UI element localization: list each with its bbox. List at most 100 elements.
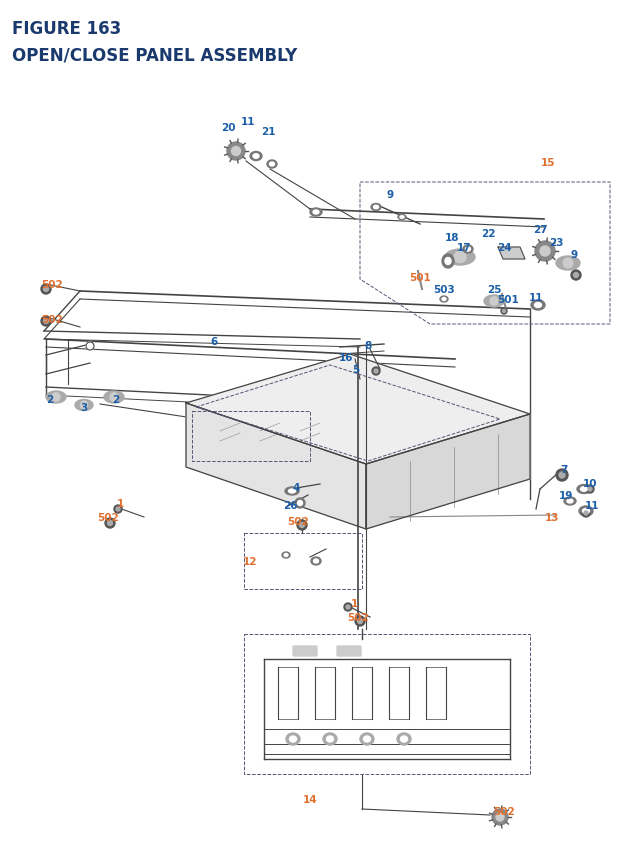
Circle shape bbox=[502, 310, 506, 313]
Ellipse shape bbox=[284, 554, 288, 557]
Ellipse shape bbox=[577, 485, 591, 494]
Ellipse shape bbox=[313, 211, 319, 214]
Text: 19: 19 bbox=[559, 491, 573, 500]
Ellipse shape bbox=[46, 392, 66, 404]
Ellipse shape bbox=[282, 553, 290, 558]
Ellipse shape bbox=[490, 297, 498, 306]
Text: 502: 502 bbox=[347, 612, 369, 623]
Circle shape bbox=[44, 319, 49, 324]
Text: 26: 26 bbox=[283, 500, 297, 511]
Ellipse shape bbox=[440, 297, 448, 303]
Ellipse shape bbox=[579, 506, 593, 517]
Ellipse shape bbox=[269, 163, 275, 167]
Text: 15: 15 bbox=[541, 158, 556, 168]
Ellipse shape bbox=[310, 208, 322, 217]
Ellipse shape bbox=[567, 499, 573, 504]
Ellipse shape bbox=[397, 734, 411, 745]
Text: 23: 23 bbox=[548, 238, 563, 248]
Text: 501: 501 bbox=[409, 273, 431, 282]
Ellipse shape bbox=[253, 155, 259, 159]
Text: 501: 501 bbox=[497, 294, 519, 305]
Text: 27: 27 bbox=[532, 225, 547, 235]
Ellipse shape bbox=[445, 250, 475, 266]
Text: OPEN/CLOSE PANEL ASSEMBLY: OPEN/CLOSE PANEL ASSEMBLY bbox=[12, 46, 297, 64]
Text: 502: 502 bbox=[493, 806, 515, 816]
Text: 7: 7 bbox=[560, 464, 568, 474]
Ellipse shape bbox=[398, 215, 406, 220]
Text: 3: 3 bbox=[81, 403, 88, 412]
Ellipse shape bbox=[534, 303, 541, 308]
Ellipse shape bbox=[289, 736, 296, 742]
Circle shape bbox=[492, 809, 508, 825]
Ellipse shape bbox=[250, 152, 262, 161]
Circle shape bbox=[300, 523, 305, 528]
Ellipse shape bbox=[401, 736, 408, 742]
Ellipse shape bbox=[531, 300, 545, 311]
Ellipse shape bbox=[442, 298, 446, 301]
Circle shape bbox=[108, 521, 113, 526]
Text: 18: 18 bbox=[445, 232, 460, 243]
Polygon shape bbox=[186, 355, 530, 464]
Circle shape bbox=[116, 507, 120, 511]
Circle shape bbox=[344, 604, 352, 611]
Circle shape bbox=[372, 368, 380, 375]
Circle shape bbox=[41, 285, 51, 294]
Circle shape bbox=[374, 369, 378, 374]
Circle shape bbox=[559, 473, 565, 479]
Ellipse shape bbox=[400, 216, 404, 219]
Circle shape bbox=[540, 247, 550, 257]
Circle shape bbox=[584, 511, 588, 516]
Ellipse shape bbox=[289, 489, 296, 493]
Circle shape bbox=[588, 487, 592, 492]
FancyBboxPatch shape bbox=[293, 647, 317, 656]
Text: 11: 11 bbox=[241, 117, 255, 127]
Text: 21: 21 bbox=[260, 127, 275, 137]
Circle shape bbox=[232, 147, 241, 157]
Ellipse shape bbox=[463, 245, 473, 254]
Ellipse shape bbox=[314, 560, 319, 563]
Text: 4: 4 bbox=[292, 482, 300, 492]
Polygon shape bbox=[366, 414, 530, 530]
Text: 25: 25 bbox=[487, 285, 501, 294]
Ellipse shape bbox=[564, 498, 576, 505]
Ellipse shape bbox=[326, 736, 333, 742]
Circle shape bbox=[227, 143, 245, 161]
Ellipse shape bbox=[104, 392, 124, 404]
Circle shape bbox=[346, 605, 350, 610]
Circle shape bbox=[535, 242, 555, 262]
Text: 8: 8 bbox=[364, 341, 372, 350]
Text: 502: 502 bbox=[287, 517, 309, 526]
Text: 502: 502 bbox=[41, 314, 63, 325]
Circle shape bbox=[105, 518, 115, 529]
Text: 24: 24 bbox=[497, 243, 511, 253]
Ellipse shape bbox=[445, 258, 451, 265]
Text: 17: 17 bbox=[457, 243, 471, 253]
Ellipse shape bbox=[556, 257, 580, 270]
Ellipse shape bbox=[364, 736, 371, 742]
Circle shape bbox=[573, 273, 579, 278]
Ellipse shape bbox=[81, 402, 88, 409]
Circle shape bbox=[44, 288, 49, 292]
Text: 2: 2 bbox=[113, 394, 120, 405]
Text: 14: 14 bbox=[303, 794, 317, 804]
Circle shape bbox=[571, 270, 581, 281]
Ellipse shape bbox=[580, 487, 588, 492]
Text: 9: 9 bbox=[570, 250, 577, 260]
Ellipse shape bbox=[311, 557, 321, 566]
Ellipse shape bbox=[110, 393, 118, 402]
Circle shape bbox=[86, 343, 94, 350]
Text: 11: 11 bbox=[529, 293, 543, 303]
Ellipse shape bbox=[371, 204, 381, 211]
Polygon shape bbox=[186, 404, 366, 530]
Circle shape bbox=[586, 486, 594, 493]
Text: 11: 11 bbox=[585, 500, 599, 511]
Circle shape bbox=[582, 510, 590, 517]
Text: 12: 12 bbox=[243, 556, 257, 567]
Text: 502: 502 bbox=[41, 280, 63, 289]
Ellipse shape bbox=[295, 499, 305, 508]
Text: 20: 20 bbox=[221, 123, 236, 133]
Ellipse shape bbox=[75, 400, 93, 411]
Text: 9: 9 bbox=[387, 189, 394, 200]
Ellipse shape bbox=[285, 487, 299, 495]
Text: 16: 16 bbox=[339, 353, 353, 362]
